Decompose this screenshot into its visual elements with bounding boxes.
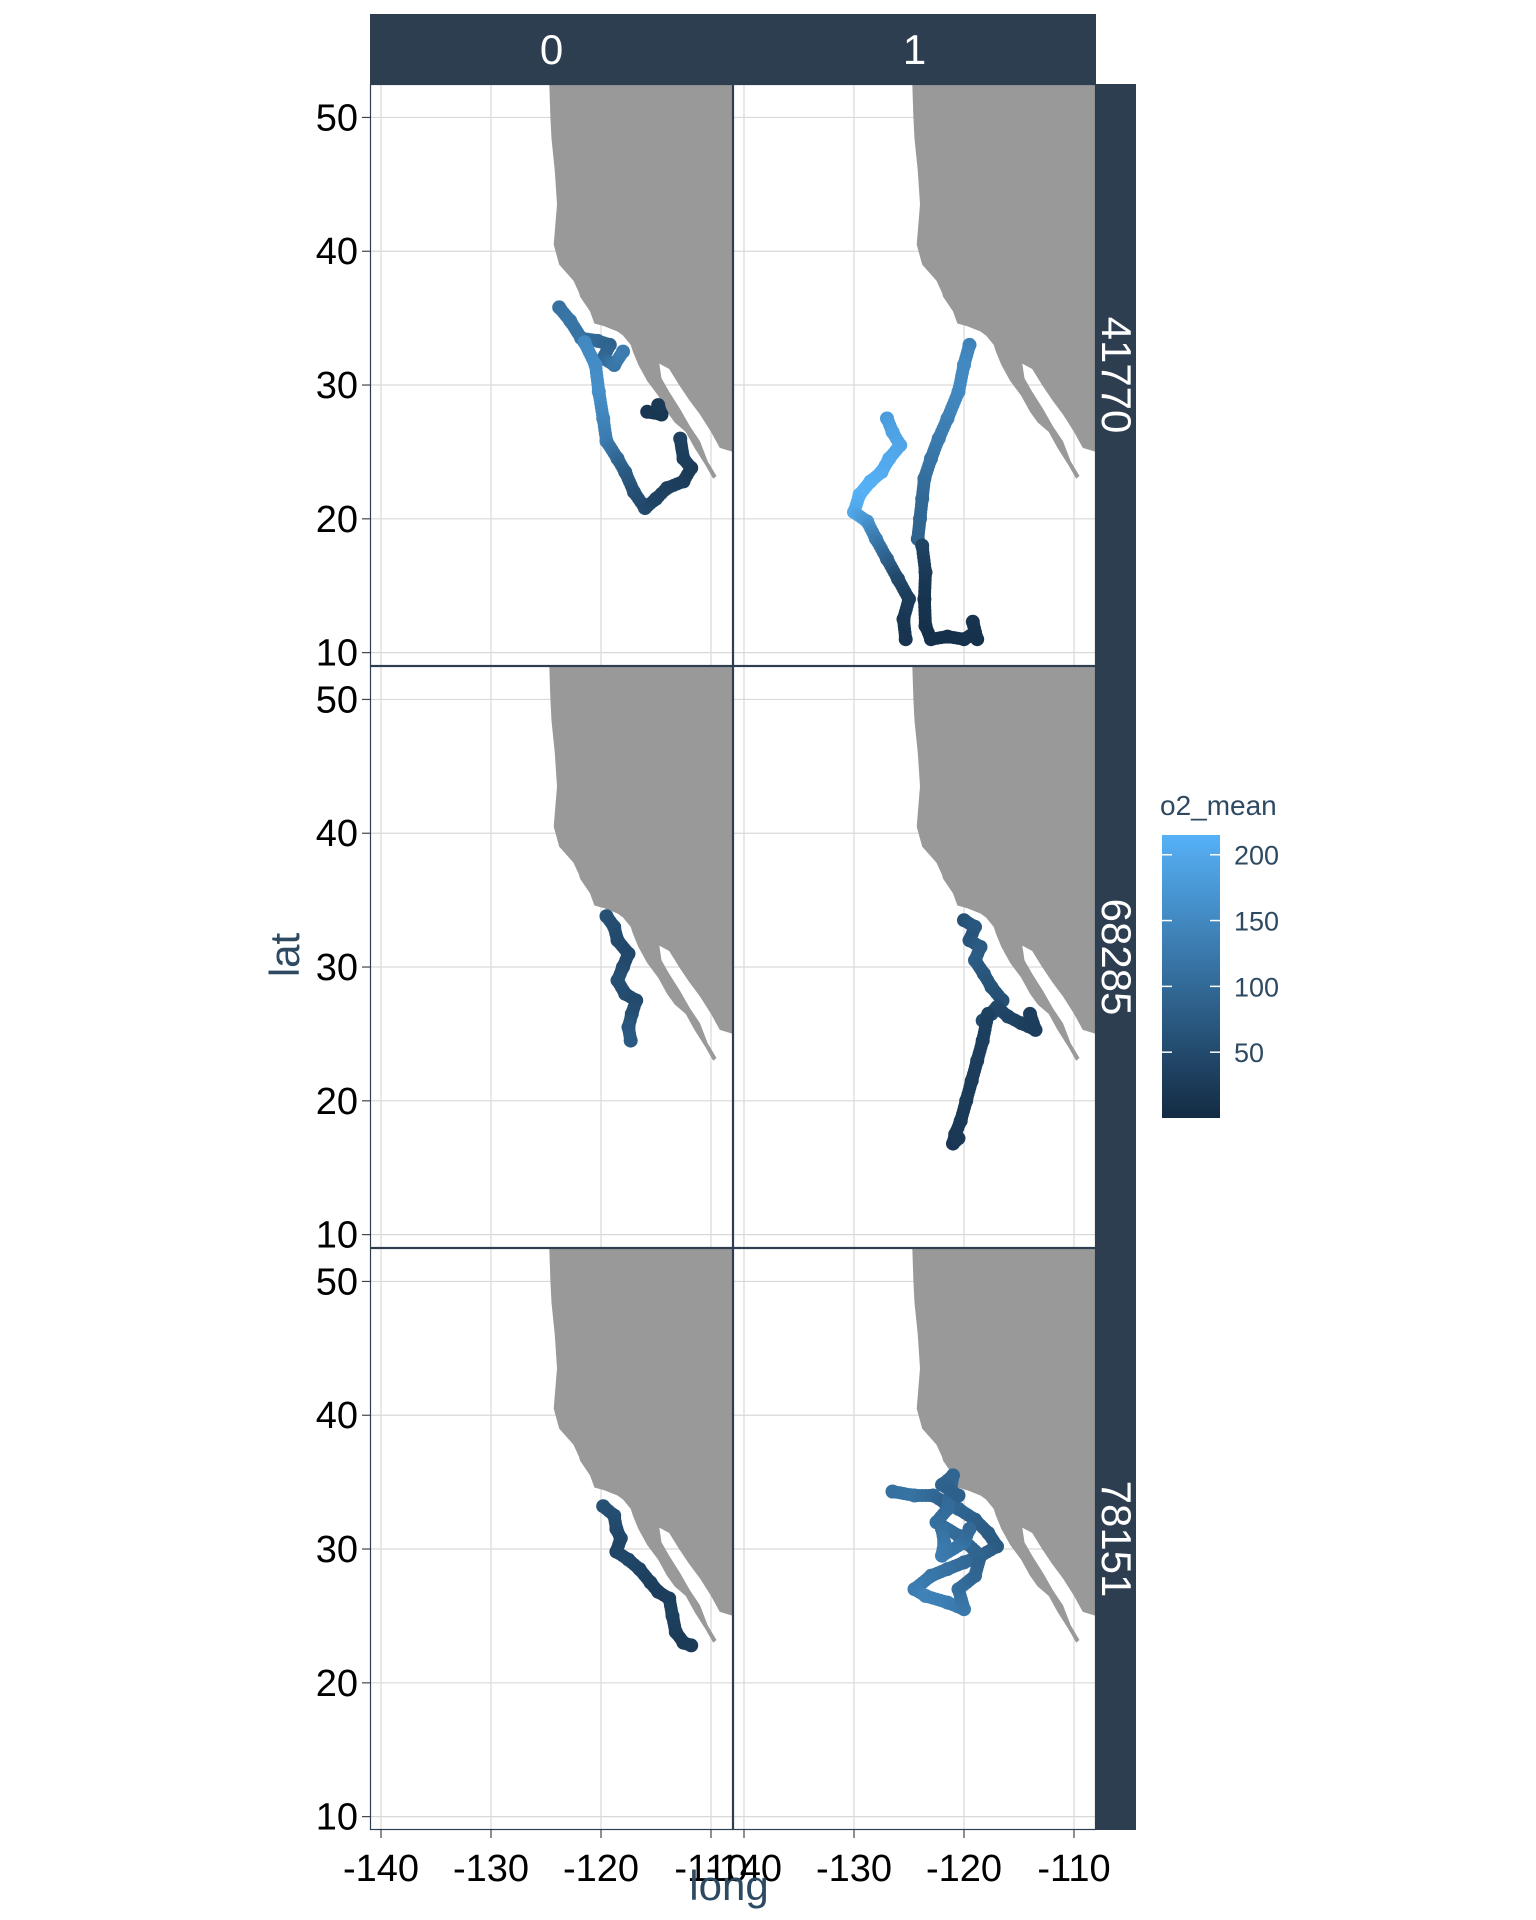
strips-layer: 0 1 41770 68285 78151 [370,14,1140,1830]
data-point [898,632,913,647]
data-point [1023,1006,1037,1021]
panel-content [733,84,1096,666]
land-mass [912,84,1096,666]
column-strip [370,14,1096,84]
x-tick-label: -110 [1037,1848,1110,1890]
legend-tick-label: 100 [1234,972,1279,1002]
x-tick-label: -120 [563,1848,639,1890]
x-tick-label: -110 [674,1848,747,1890]
panel-41770-1 [732,83,1097,667]
row-strip [1096,84,1136,1830]
y-tick-label: 20 [316,1081,358,1123]
x-tick-label: -140 [706,1848,782,1890]
panel-content [370,84,733,666]
legend: o2_mean 50 100 150 200 [1160,790,1279,1118]
y-tick-label: 10 [316,1797,358,1839]
panel-content [370,1248,733,1830]
data-point [951,1488,966,1503]
panel-content [733,1248,1096,1830]
y-tick-label: 30 [316,947,358,989]
y-tick-label: 20 [316,499,358,541]
x-tick-label: -140 [343,1848,419,1890]
row-strip-label: 68285 [1093,899,1140,1016]
y-tick-label: 30 [316,1529,358,1571]
panels-layer [369,83,1097,1831]
panel-68285-0 [369,665,734,1249]
y-tick-label: 40 [316,231,358,273]
panel-78151-0 [369,1247,734,1831]
y-tick-label: 40 [316,1395,358,1437]
y-tick-label: 30 [316,365,358,407]
panel-68285-1 [732,665,1097,1249]
land-mass [549,84,733,666]
row-strip-label: 78151 [1093,1481,1140,1598]
legend-title: o2_mean [1160,790,1277,821]
data-point [951,1131,966,1146]
land-mass [549,1248,733,1830]
land-mass [912,666,1096,1248]
panel-border [732,665,1097,1249]
y-tick-label: 20 [316,1663,358,1705]
y-tick-label: 50 [316,679,358,721]
panel-border [732,83,1097,667]
legend-tick-label: 150 [1234,907,1279,937]
legend-tick-label: 50 [1234,1038,1264,1068]
panel-78151-1 [732,1247,1097,1831]
panel-border [369,83,734,667]
x-tick-label: -130 [816,1848,892,1890]
y-tick-label: 50 [316,1261,358,1303]
panel-41770-0 [369,83,734,667]
data-point [623,1033,638,1048]
row-strip-label: 41770 [1093,317,1140,434]
x-axis-title: long [689,1862,768,1909]
panel-border [732,1247,1097,1831]
y-tick-label: 40 [316,813,358,855]
y-tick-label: 50 [316,97,358,139]
land-mass [549,666,733,1248]
y-tick-label: 10 [316,1215,358,1257]
data-point [651,398,666,413]
legend-colorbar [1162,835,1220,1118]
panel-border [369,665,734,1249]
legend-tick-label: 200 [1234,841,1279,871]
y-tick-label: 10 [316,633,358,675]
panel-content [733,666,1096,1248]
data-point [616,344,630,359]
data-point [970,632,985,647]
column-strip-label: 1 [903,26,926,73]
panel-border [369,1247,734,1831]
x-tick-label: -130 [453,1848,529,1890]
y-axis-title: lat [261,932,308,977]
column-strip-label: 0 [540,26,563,73]
land-mass [912,1248,1096,1830]
data-point [962,1522,977,1536]
data-point [673,431,688,446]
data-point [684,1638,699,1653]
x-tick-label: -120 [926,1848,1002,1890]
panel-content [370,666,733,1248]
